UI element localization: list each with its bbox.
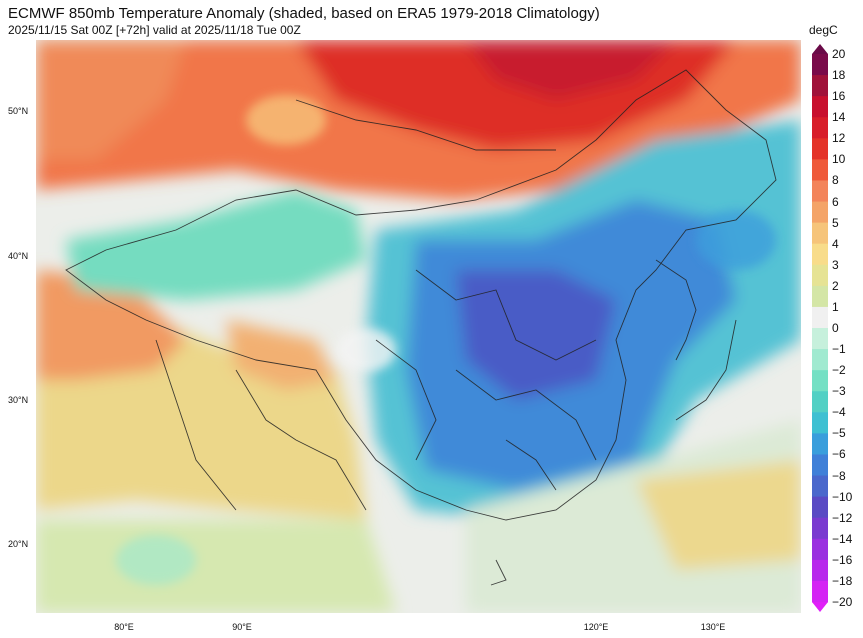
colorbar-tick-label: −5 (832, 426, 846, 441)
colorbar-segment (812, 222, 828, 245)
colorbar (812, 44, 828, 612)
colorbar-segment (812, 391, 828, 413)
colorbar-tick-label: 5 (832, 215, 839, 230)
colorbar-segment (812, 475, 828, 498)
map-field (36, 40, 801, 613)
lon-label-130: 130°E (700, 622, 726, 632)
colorbar-tick-label: −6 (832, 447, 846, 462)
colorbar-tick-label: 18 (832, 68, 846, 83)
colorbar-tick-label: −12 (832, 510, 853, 525)
colorbar-tick-label: 16 (832, 89, 846, 104)
colorbar-tick-label: 1 (832, 299, 839, 314)
colorbar-tick-label: 14 (832, 110, 846, 125)
colorbar-tick-label: −8 (832, 468, 846, 483)
colorbar-segment (812, 201, 828, 224)
lat-label-50: 50°N (8, 106, 29, 116)
colorbar-tick-label: −3 (832, 384, 846, 399)
colorbar-segment (812, 580, 828, 603)
lon-label-80: 80°E (114, 622, 134, 632)
colorbar-tick-label: −16 (832, 552, 853, 567)
colorbar-tick-label: −10 (832, 489, 853, 504)
colorbar-segment (812, 54, 828, 76)
lon-label-90: 90°E (232, 622, 252, 632)
colorbar-segment (812, 306, 828, 329)
colorbar-segment (812, 264, 828, 287)
chart-title: ECMWF 850mb Temperature Anomaly (shaded,… (8, 5, 600, 22)
colorbar-segment (812, 138, 828, 160)
colorbar-tick-label: −4 (832, 405, 846, 420)
colorbar-unit: degC (809, 23, 838, 37)
lat-label-20: 20°N (8, 539, 29, 549)
colorbar-segment (812, 243, 828, 266)
colorbar-segment (812, 454, 828, 477)
colorbar-tick-label: −18 (832, 573, 853, 588)
colorbar-tick-label: −20 (832, 595, 853, 609)
colorbar-tick-label: 10 (832, 152, 846, 167)
colorbar-tick-label: 0 (832, 321, 839, 335)
colorbar-tick-label: 20 (832, 47, 846, 61)
colorbar-segment (812, 349, 828, 371)
colorbar-tick-label: 2 (832, 278, 839, 293)
colorbar-tick-label: 12 (832, 131, 846, 146)
colorbar-tick-label: −2 (832, 363, 846, 378)
colorbar-tick-label: 4 (832, 236, 839, 251)
colorbar-segment (812, 538, 828, 561)
colorbar-segment (812, 159, 828, 181)
colorbar-segment (812, 75, 828, 97)
colorbar-bottom-triangle (812, 602, 828, 612)
lat-label-40: 40°N (8, 251, 29, 261)
colorbar-segment (812, 370, 828, 392)
lon-label-120: 120°E (583, 622, 609, 632)
colorbar-segment (812, 559, 828, 582)
colorbar-segment (812, 496, 828, 519)
colorbar-segment (812, 96, 828, 118)
colorbar-segment (812, 285, 828, 308)
colorbar-top-triangle (812, 44, 828, 54)
temperature-anomaly-map (36, 40, 801, 613)
colorbar-segment (812, 180, 828, 203)
colorbar-tick-label: 6 (832, 194, 839, 209)
colorbar-tick-label: −1 (832, 342, 846, 357)
colorbar-tick-label: 3 (832, 257, 839, 272)
lat-label-30: 30°N (8, 395, 29, 405)
colorbar-tick-label: −14 (832, 531, 853, 546)
colorbar-segment (812, 517, 828, 540)
colorbar-tick-label: 8 (832, 173, 839, 188)
colorbar-segment (812, 117, 828, 139)
colorbar-segment (812, 433, 828, 455)
chart-subtitle: 2025/11/15 Sat 00Z [+72h] valid at 2025/… (8, 23, 301, 37)
colorbar-segment (812, 328, 828, 350)
colorbar-segment (812, 412, 828, 434)
